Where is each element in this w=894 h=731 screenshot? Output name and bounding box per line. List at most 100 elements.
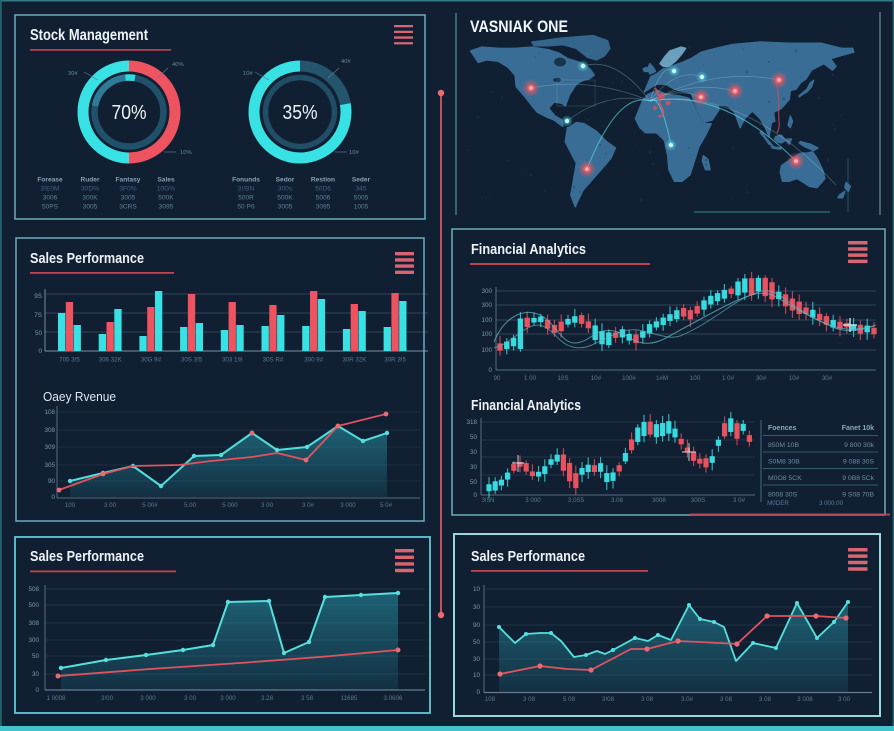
- svg-text:3 08: 3 08: [641, 696, 654, 703]
- svg-text:0: 0: [35, 687, 39, 694]
- svg-text:30R 32K: 30R 32K: [342, 357, 367, 364]
- svg-text:0: 0: [473, 492, 477, 499]
- svg-text:108: 108: [44, 409, 55, 416]
- svg-text:345: 345: [355, 186, 366, 193]
- svg-text:3!E0M: 3!E0M: [40, 186, 59, 193]
- svg-text:30S 3!5: 30S 3!5: [181, 357, 203, 364]
- svg-text:3008: 3008: [652, 497, 666, 504]
- svg-text:9 088 30S: 9 088 30S: [843, 459, 874, 466]
- svg-text:Fantasy: Fantasy: [116, 177, 141, 184]
- svg-text:300K: 300K: [82, 195, 98, 202]
- svg-text:VASNIAK ONE: VASNIAK ONE: [470, 17, 568, 36]
- svg-text:3!/BN: 3!/BN: [238, 186, 255, 193]
- svg-text:Ruder: Ruder: [80, 177, 99, 184]
- svg-text:Oaey Rvenue: Oaey Rvenue: [43, 390, 116, 404]
- svg-text:300s: 300s: [278, 186, 293, 193]
- svg-text:3 000: 3 000: [340, 502, 356, 509]
- svg-text:10%: 10%: [180, 150, 192, 156]
- svg-text:Sedor: Sedor: [276, 177, 295, 184]
- svg-text:300: 300: [28, 637, 39, 644]
- svg-text:3 0#: 3 0#: [733, 497, 746, 504]
- svg-text:3 08: 3 08: [759, 696, 772, 703]
- svg-text:3 58: 3 58: [301, 695, 314, 702]
- svg-text:50: 50: [35, 330, 43, 337]
- svg-text:50: 50: [473, 639, 481, 646]
- svg-text:3!5N: 3!5N: [481, 497, 494, 504]
- svg-text:40#: 40#: [341, 59, 351, 65]
- svg-text:5005: 5005: [354, 195, 369, 202]
- svg-text:Financial Analytics: Financial Analytics: [471, 242, 586, 258]
- svg-text:50D6: 50D6: [315, 186, 331, 193]
- svg-text:3 00: 3 00: [184, 695, 197, 702]
- svg-text:9S: 9S: [34, 293, 42, 300]
- svg-text:40%: 40%: [172, 62, 184, 68]
- svg-text:0: 0: [51, 494, 55, 501]
- svg-text:1 00: 1 00: [524, 375, 537, 382]
- svg-text:Restion: Restion: [311, 177, 335, 184]
- svg-text:850M 10B: 850M 10B: [768, 442, 799, 449]
- svg-text:90: 90: [473, 622, 481, 629]
- svg-text:10#: 10#: [591, 375, 602, 382]
- svg-text:1#M: 1#M: [656, 375, 668, 382]
- svg-text:30#: 30#: [756, 375, 767, 382]
- svg-text:100: 100: [481, 317, 492, 324]
- svg-text:300: 300: [481, 288, 492, 295]
- svg-text:306 32K: 306 32K: [99, 357, 123, 364]
- svg-text:3005: 3005: [121, 195, 136, 202]
- svg-text:30D%: 30D%: [81, 186, 99, 193]
- svg-text:Sales Performance: Sales Performance: [30, 250, 144, 267]
- svg-text:1 0008: 1 0008: [47, 695, 66, 702]
- svg-text:11685: 11685: [341, 695, 358, 702]
- svg-text:3 008: 3 008: [797, 696, 813, 703]
- svg-text:30G 9#: 30G 9#: [141, 357, 162, 364]
- svg-text:705 3!5: 705 3!5: [59, 357, 80, 364]
- svg-text:Seder: Seder: [352, 177, 371, 184]
- svg-text:3!00: 3!00: [101, 695, 114, 702]
- svg-text:30: 30: [473, 656, 481, 663]
- svg-text:500: 500: [28, 602, 39, 609]
- svg-text:1 0#: 1 0#: [722, 375, 735, 382]
- svg-text:3 000.00: 3 000.00: [819, 500, 844, 507]
- svg-text:M0O8 5CK: M0O8 5CK: [768, 475, 802, 482]
- svg-text:3.08: 3.08: [611, 497, 624, 504]
- svg-text:50 P6: 50 P6: [237, 204, 255, 211]
- svg-text:30: 30: [470, 449, 478, 456]
- svg-text:3 00: 3 00: [261, 502, 274, 509]
- svg-text:3 000: 3 000: [140, 695, 156, 702]
- svg-text:3,0S5: 3,0S5: [568, 497, 585, 504]
- svg-text:318: 318: [466, 419, 477, 426]
- svg-text:300: 300: [481, 302, 492, 309]
- svg-text:10S: 10S: [557, 375, 568, 382]
- svg-text:3F0%: 3F0%: [119, 186, 136, 193]
- svg-text:5 00#: 5 00#: [142, 502, 158, 509]
- svg-text:9 800 30k: 9 800 30k: [844, 442, 874, 449]
- svg-text:3.28: 3.28: [261, 695, 274, 702]
- svg-text:Sales: Sales: [157, 177, 175, 184]
- svg-text:10G%: 10G%: [157, 186, 175, 193]
- svg-text:90: 90: [494, 375, 501, 382]
- svg-text:30R 3!5: 30R 3!5: [384, 357, 406, 364]
- svg-text:3 00: 3 00: [838, 696, 851, 703]
- svg-text:3005: 3005: [83, 204, 98, 211]
- svg-text:30: 30: [32, 671, 40, 678]
- svg-text:508: 508: [28, 586, 39, 593]
- svg-text:3095: 3095: [159, 204, 174, 211]
- svg-text:10#: 10#: [243, 71, 253, 77]
- svg-text:3 000: 3 000: [525, 497, 541, 504]
- svg-text:Forease: Forease: [37, 177, 63, 184]
- svg-text:9 S08 70B: 9 S08 70B: [842, 492, 874, 499]
- svg-text:0: 0: [488, 367, 492, 374]
- svg-text:300S: 300S: [691, 497, 705, 504]
- svg-text:500K: 500K: [158, 195, 174, 202]
- svg-text:0: 0: [38, 348, 42, 355]
- svg-text:3.0#: 3.0#: [681, 696, 694, 703]
- svg-text:3005: 3005: [278, 204, 293, 211]
- svg-text:Foences: Foences: [768, 425, 797, 432]
- svg-text:5 0#: 5 0#: [380, 502, 393, 509]
- svg-text:8008 30S: 8008 30S: [768, 492, 798, 499]
- svg-text:3 08: 3 08: [720, 696, 733, 703]
- svg-text:10#: 10#: [789, 375, 800, 382]
- svg-text:50: 50: [32, 653, 40, 660]
- svg-text:30: 30: [473, 604, 481, 611]
- svg-text:5006: 5006: [316, 195, 331, 202]
